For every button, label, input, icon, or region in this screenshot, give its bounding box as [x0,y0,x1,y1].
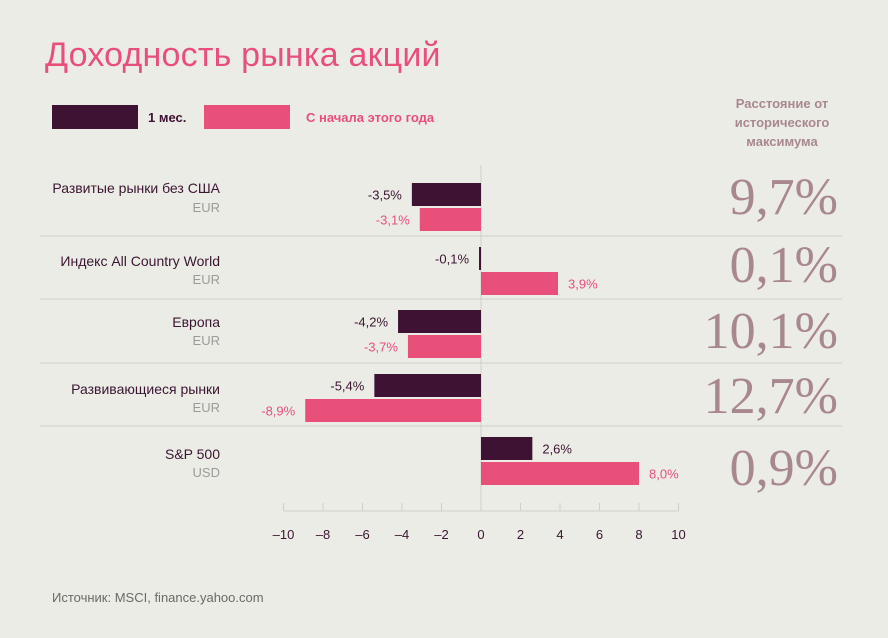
x-tick-label: –6 [355,527,369,542]
source-note: Источник: MSCI, finance.yahoo.com [52,590,264,605]
bar-ytd [481,462,639,485]
row-label: Развивающиеся рынки [71,381,220,397]
x-tick-label: 4 [556,527,563,542]
bar-value-label: -4,2% [354,315,388,330]
chart-title: Доходность рынка акций [45,36,441,74]
bar-value-label: 8,0% [649,467,679,482]
x-tick-label: 2 [517,527,524,542]
bar-ytd [407,335,481,358]
distance-value: 0,1% [729,237,838,294]
x-tick-label: –4 [395,527,409,542]
row-currency: EUR [192,400,220,415]
bar-month [479,247,481,270]
x-tick-label: –2 [434,527,448,542]
bar-ytd [305,399,481,422]
x-tick-label: –10 [273,527,295,542]
row-label: Развитые рынки без США [52,180,220,196]
bar-month [481,437,533,460]
distance-header: Расстояние от исторического максимума [734,96,830,149]
bar-ytd [419,208,481,231]
row-label: S&P 500 [164,446,220,462]
bar-value-label: 3,9% [568,277,598,292]
distance-value: 9,7% [729,169,838,226]
bar-value-label: 2,6% [542,442,572,457]
bar-month [374,374,481,397]
distance-value: 10,1% [703,303,838,360]
bar-value-label: -3,7% [364,340,398,355]
row-label: Индекс All Country World [60,253,220,269]
distance-value: 0,9% [729,440,838,497]
bar-ytd [481,272,559,295]
row-currency: EUR [192,200,220,215]
x-tick-label: 8 [635,527,642,542]
x-tick-label: 0 [477,527,484,542]
distance-value: 12,7% [703,368,838,425]
bar-value-label: -0,1% [435,252,469,267]
bar-value-label: -3,1% [376,213,410,228]
legend-swatch-ytd [204,105,290,129]
x-tick-label: 6 [596,527,603,542]
legend-label-month: 1 мес. [148,110,187,125]
row-currency: EUR [192,333,220,348]
bar-month [411,183,481,206]
row-currency: USD [192,465,220,480]
x-tick-label: –8 [316,527,330,542]
bar-value-label: -3,5% [368,188,402,203]
row-currency: EUR [192,272,220,287]
row-label: Европа [172,314,220,330]
legend-label-ytd: С начала этого года [306,110,435,125]
bar-month [398,310,481,333]
legend-swatch-month [52,105,138,129]
bar-value-label: -5,4% [330,379,364,394]
x-tick-label: 10 [671,527,685,542]
bar-value-label: -8,9% [261,404,295,419]
